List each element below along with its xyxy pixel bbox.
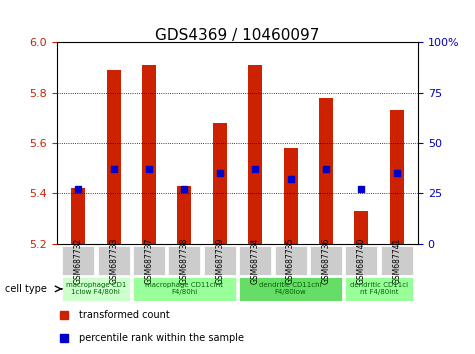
FancyBboxPatch shape [98, 246, 130, 275]
FancyBboxPatch shape [62, 277, 130, 301]
Bar [213, 123, 227, 244]
Bar [71, 188, 86, 244]
Text: dendritic CD11ci
nt F4/80int: dendritic CD11ci nt F4/80int [350, 282, 408, 295]
Text: GSM687741: GSM687741 [392, 238, 401, 284]
Text: GSM687739: GSM687739 [215, 238, 224, 284]
Text: GSM687734: GSM687734 [251, 238, 260, 284]
Bar [390, 110, 404, 244]
FancyBboxPatch shape [345, 246, 377, 275]
Text: GSM687736: GSM687736 [322, 238, 331, 284]
FancyBboxPatch shape [345, 277, 413, 301]
Text: transformed count: transformed count [79, 310, 170, 320]
Bar [177, 186, 191, 244]
FancyBboxPatch shape [381, 246, 413, 275]
FancyBboxPatch shape [133, 277, 236, 301]
Text: macrophage CD1
1clow F4/80hi: macrophage CD1 1clow F4/80hi [66, 282, 126, 295]
Text: GSM687737: GSM687737 [144, 238, 153, 284]
Text: GSM687738: GSM687738 [180, 238, 189, 284]
Text: dendritic CD11chi
F4/80low: dendritic CD11chi F4/80low [259, 282, 322, 295]
FancyBboxPatch shape [239, 246, 271, 275]
Text: percentile rank within the sample: percentile rank within the sample [79, 333, 244, 343]
Text: macrophage CD11cint
F4/80hi: macrophage CD11cint F4/80hi [145, 282, 223, 295]
FancyBboxPatch shape [62, 246, 94, 275]
Text: cell type: cell type [5, 284, 47, 293]
Bar [106, 70, 121, 244]
Text: GDS4369 / 10460097: GDS4369 / 10460097 [155, 28, 320, 43]
Bar [284, 148, 298, 244]
FancyBboxPatch shape [239, 277, 342, 301]
Bar [142, 65, 156, 244]
Text: GSM687732: GSM687732 [74, 238, 83, 284]
Bar [319, 98, 333, 244]
FancyBboxPatch shape [133, 246, 165, 275]
Text: GSM687735: GSM687735 [286, 238, 295, 284]
FancyBboxPatch shape [169, 246, 200, 275]
Bar [248, 65, 262, 244]
FancyBboxPatch shape [204, 246, 236, 275]
Bar [354, 211, 369, 244]
Text: GSM687733: GSM687733 [109, 238, 118, 284]
Text: GSM687740: GSM687740 [357, 238, 366, 284]
FancyBboxPatch shape [275, 246, 306, 275]
FancyBboxPatch shape [310, 246, 342, 275]
